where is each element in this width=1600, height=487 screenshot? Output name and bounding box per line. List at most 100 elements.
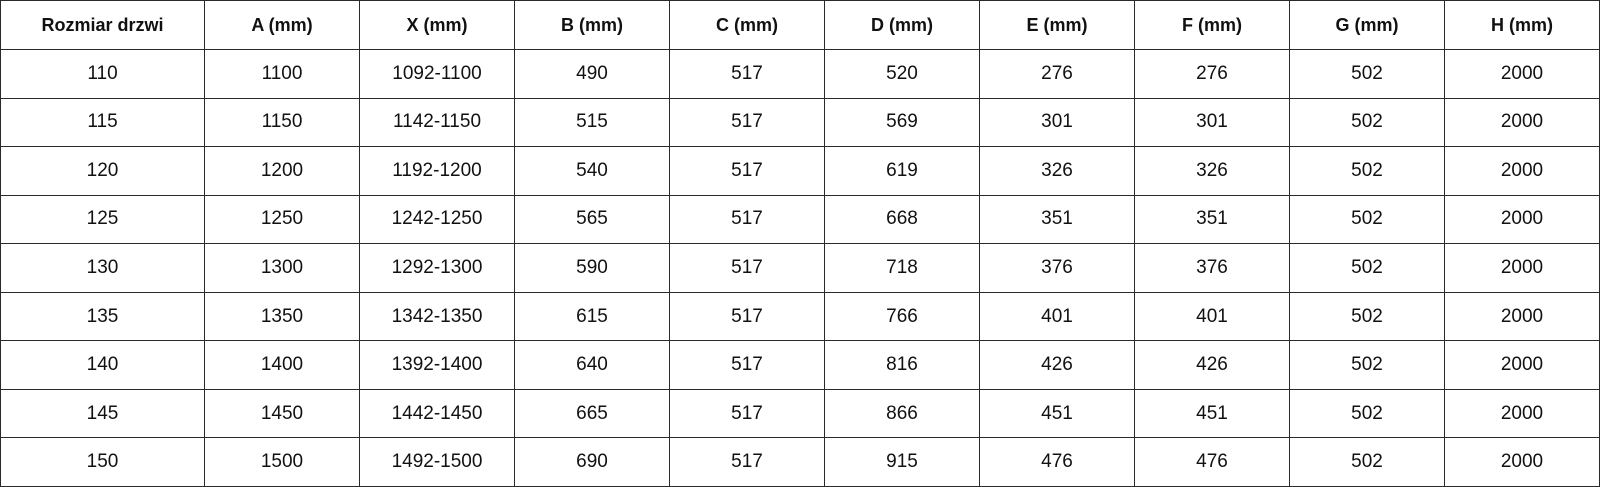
column-header: A (mm) xyxy=(204,0,360,50)
table-cell: 145 xyxy=(0,388,205,439)
table-cell: 1350 xyxy=(204,291,360,342)
table-cell: 1450 xyxy=(204,388,360,439)
table-cell: 301 xyxy=(1134,97,1290,148)
table-cell: 1142-1150 xyxy=(359,97,515,148)
table-cell: 915 xyxy=(824,437,980,487)
table-row: 120 1200 1192-1200 540 517 619 326 326 502 2000 xyxy=(0,146,1600,196)
column-header: G (mm) xyxy=(1289,0,1445,50)
table-cell: 2000 xyxy=(1444,388,1600,439)
table-row: 110 1100 1092-1100 490 517 520 276 276 502 2000 xyxy=(0,49,1600,99)
table-cell: 2000 xyxy=(1444,49,1600,99)
table-cell: 565 xyxy=(514,194,670,245)
table-cell: 502 xyxy=(1289,388,1445,439)
table-cell: 2000 xyxy=(1444,243,1600,293)
table-cell: 110 xyxy=(0,49,205,99)
table-row: 130 1300 1292-1300 590 517 718 376 376 502 2000 xyxy=(0,243,1600,293)
table-cell: 1442-1450 xyxy=(359,388,515,439)
table-cell: 590 xyxy=(514,243,670,293)
table-cell: 515 xyxy=(514,97,670,148)
table-cell: 517 xyxy=(669,388,825,439)
table-cell: 640 xyxy=(514,340,670,390)
table-cell: 451 xyxy=(979,388,1135,439)
table-cell: 502 xyxy=(1289,437,1445,487)
table-cell: 517 xyxy=(669,146,825,196)
table-cell: 326 xyxy=(1134,146,1290,196)
table-cell: 351 xyxy=(979,194,1135,245)
table-cell: 517 xyxy=(669,340,825,390)
column-header: E (mm) xyxy=(979,0,1135,50)
table-cell: 376 xyxy=(979,243,1135,293)
table-cell: 1492-1500 xyxy=(359,437,515,487)
table-cell: 426 xyxy=(1134,340,1290,390)
table-cell: 2000 xyxy=(1444,340,1600,390)
table-cell: 517 xyxy=(669,243,825,293)
table-cell: 401 xyxy=(1134,291,1290,342)
table-cell: 502 xyxy=(1289,291,1445,342)
table-cell: 668 xyxy=(824,194,980,245)
table-cell: 766 xyxy=(824,291,980,342)
table-cell: 1092-1100 xyxy=(359,49,515,99)
table-cell: 351 xyxy=(1134,194,1290,245)
table-cell: 2000 xyxy=(1444,437,1600,487)
table-cell: 140 xyxy=(0,340,205,390)
column-header: B (mm) xyxy=(514,0,670,50)
table-cell: 502 xyxy=(1289,340,1445,390)
table-row: 115 1150 1142-1150 515 517 569 301 301 502 2000 xyxy=(0,97,1600,148)
table-cell: 619 xyxy=(824,146,980,196)
table-cell: 1400 xyxy=(204,340,360,390)
table-cell: 476 xyxy=(979,437,1135,487)
table-cell: 502 xyxy=(1289,49,1445,99)
table-cell: 816 xyxy=(824,340,980,390)
table-row: 150 1500 1492-1500 690 517 915 476 476 502 2000 xyxy=(0,437,1600,487)
column-header: Rozmiar drzwi xyxy=(0,0,205,50)
table-cell: 520 xyxy=(824,49,980,99)
table-cell: 120 xyxy=(0,146,205,196)
table-cell: 115 xyxy=(0,97,205,148)
table-cell: 2000 xyxy=(1444,97,1600,148)
table-cell: 490 xyxy=(514,49,670,99)
table-cell: 502 xyxy=(1289,97,1445,148)
table-cell: 2000 xyxy=(1444,291,1600,342)
table-cell: 690 xyxy=(514,437,670,487)
table-cell: 401 xyxy=(979,291,1135,342)
table-cell: 125 xyxy=(0,194,205,245)
header-row: Rozmiar drzwi A (mm) X (mm) B (mm) C (mm) D (… xyxy=(0,0,1600,50)
table-cell: 150 xyxy=(0,437,205,487)
table-cell: 1192-1200 xyxy=(359,146,515,196)
table-cell: 276 xyxy=(1134,49,1290,99)
table-row: 145 1450 1442-1450 665 517 866 451 451 502 2000 xyxy=(0,388,1600,439)
table-cell: 502 xyxy=(1289,243,1445,293)
table-cell: 517 xyxy=(669,194,825,245)
table-cell: 1300 xyxy=(204,243,360,293)
table-cell: 1150 xyxy=(204,97,360,148)
table-cell: 2000 xyxy=(1444,194,1600,245)
table-cell: 301 xyxy=(979,97,1135,148)
table-cell: 517 xyxy=(669,97,825,148)
table-cell: 540 xyxy=(514,146,670,196)
table-cell: 1342-1350 xyxy=(359,291,515,342)
table-cell: 2000 xyxy=(1444,146,1600,196)
table-cell: 502 xyxy=(1289,146,1445,196)
table-cell: 1500 xyxy=(204,437,360,487)
table-cell: 326 xyxy=(979,146,1135,196)
table-cell: 517 xyxy=(669,291,825,342)
table-row: 125 1250 1242-1250 565 517 668 351 351 502 2000 xyxy=(0,194,1600,245)
table-row: 140 1400 1392-1400 640 517 816 426 426 502 2000 xyxy=(0,340,1600,390)
table-cell: 1200 xyxy=(204,146,360,196)
table-cell: 517 xyxy=(669,437,825,487)
table-cell: 1242-1250 xyxy=(359,194,515,245)
table-cell: 276 xyxy=(979,49,1135,99)
table-cell: 1292-1300 xyxy=(359,243,515,293)
table-cell: 866 xyxy=(824,388,980,439)
table-cell: 376 xyxy=(1134,243,1290,293)
table-cell: 502 xyxy=(1289,194,1445,245)
column-header: X (mm) xyxy=(359,0,515,50)
table-body: 110 1100 1092-1100 490 517 520 276 276 502 2000 11… xyxy=(0,49,1600,487)
column-header: D (mm) xyxy=(824,0,980,50)
column-header: H (mm) xyxy=(1444,0,1600,50)
table-cell: 130 xyxy=(0,243,205,293)
table-cell: 517 xyxy=(669,49,825,99)
table-cell: 1100 xyxy=(204,49,360,99)
table-cell: 615 xyxy=(514,291,670,342)
